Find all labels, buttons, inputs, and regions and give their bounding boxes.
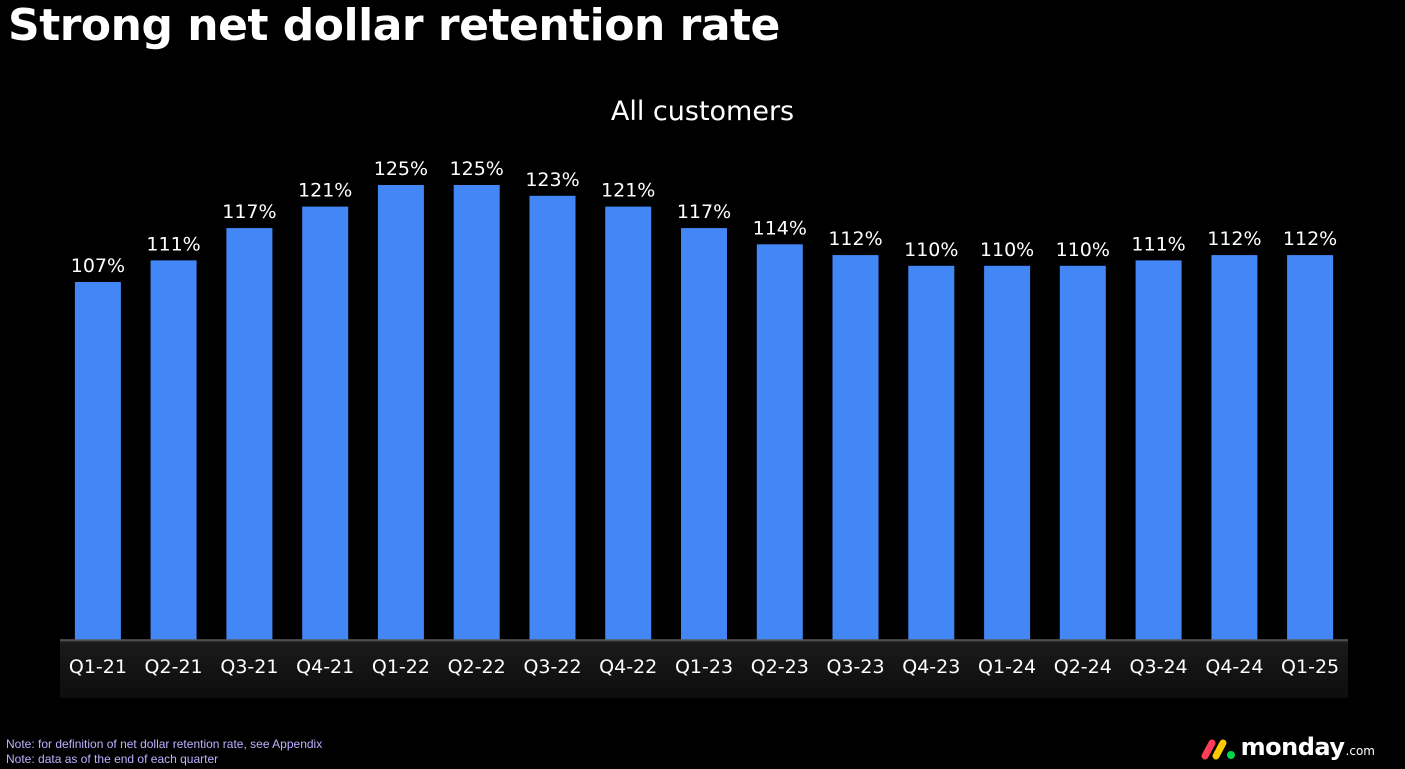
x-axis-band xyxy=(60,640,1348,698)
bar-q2-21 xyxy=(150,260,197,640)
logo-suffix: .com xyxy=(1345,744,1375,758)
x-tick-label-q4-23: Q4-23 xyxy=(902,656,960,678)
bar-q1-25 xyxy=(1287,255,1334,640)
slide-title: Strong net dollar retention rate xyxy=(8,0,780,51)
data-label-q1-25: 112% xyxy=(1283,228,1337,250)
data-label-q2-24: 110% xyxy=(1056,239,1110,261)
bar-q4-21 xyxy=(302,206,349,640)
data-label-q3-24: 111% xyxy=(1131,233,1185,255)
data-label-q4-21: 121% xyxy=(298,180,352,202)
logo-wordmark: monday xyxy=(1240,733,1345,761)
data-label-q4-24: 112% xyxy=(1207,228,1261,250)
x-tick-label-q3-21: Q3-21 xyxy=(220,656,278,678)
bar-q1-22 xyxy=(377,185,424,640)
data-label-q4-22: 121% xyxy=(601,180,655,202)
footnotes: Note: for definition of net dollar reten… xyxy=(6,737,322,767)
data-label-q2-23: 114% xyxy=(753,217,807,239)
bar-q4-23 xyxy=(908,265,955,640)
x-tick-label-q3-24: Q3-24 xyxy=(1130,656,1188,678)
bar-q1-21 xyxy=(74,282,121,640)
bar-q2-23 xyxy=(756,244,803,641)
x-tick-label-q1-24: Q1-24 xyxy=(978,656,1036,678)
x-tick-label-q4-24: Q4-24 xyxy=(1205,656,1263,678)
bar-q3-22 xyxy=(529,195,576,641)
data-label-q1-23: 117% xyxy=(677,201,731,223)
x-tick-label-q1-21: Q1-21 xyxy=(69,656,127,678)
x-tick-label-q1-25: Q1-25 xyxy=(1281,656,1339,678)
x-tick-label-q2-23: Q2-23 xyxy=(751,656,809,678)
bar-q3-23 xyxy=(832,255,879,640)
monday-logo-icon xyxy=(1201,739,1235,760)
footnote-definition: Note: for definition of net dollar reten… xyxy=(6,737,323,751)
x-tick-label-q4-21: Q4-21 xyxy=(296,656,354,678)
monday-logo: monday .com xyxy=(1201,730,1375,760)
bar-q2-24 xyxy=(1059,265,1106,640)
chart-title: All customers xyxy=(610,96,795,127)
data-label-q3-22: 123% xyxy=(525,169,579,191)
x-tick-label-q2-24: Q2-24 xyxy=(1054,656,1112,678)
bar-q3-24 xyxy=(1135,260,1182,640)
data-label-q4-23: 110% xyxy=(904,239,958,261)
data-label-q1-22: 125% xyxy=(374,158,428,180)
data-label-q3-21: 117% xyxy=(222,201,276,223)
data-label-q1-21: 107% xyxy=(71,255,125,277)
bar-q4-22 xyxy=(605,206,652,640)
x-tick-label-q1-22: Q1-22 xyxy=(372,656,430,678)
bar-q1-23 xyxy=(681,228,727,640)
bar-q2-22 xyxy=(453,185,500,640)
x-tick-label-q3-22: Q3-22 xyxy=(523,656,581,678)
bar-q3-21 xyxy=(226,228,273,640)
x-tick-label-q4-22: Q4-22 xyxy=(599,656,657,678)
bar-q4-24 xyxy=(1211,255,1258,640)
x-tick-label-q2-22: Q2-22 xyxy=(448,656,506,678)
x-tick-label-q1-23: Q1-23 xyxy=(675,656,733,678)
footnote-data-date: Note: data as of the end of each quarter xyxy=(6,752,219,766)
x-tick-label-q2-21: Q2-21 xyxy=(145,656,203,678)
x-tick-label-q3-23: Q3-23 xyxy=(826,656,884,678)
data-label-q1-24: 110% xyxy=(980,239,1034,261)
data-label-q2-22: 125% xyxy=(450,158,504,180)
data-label-q2-21: 111% xyxy=(146,233,200,255)
bar-q1-24 xyxy=(984,265,1031,640)
data-label-q3-23: 112% xyxy=(828,228,882,250)
